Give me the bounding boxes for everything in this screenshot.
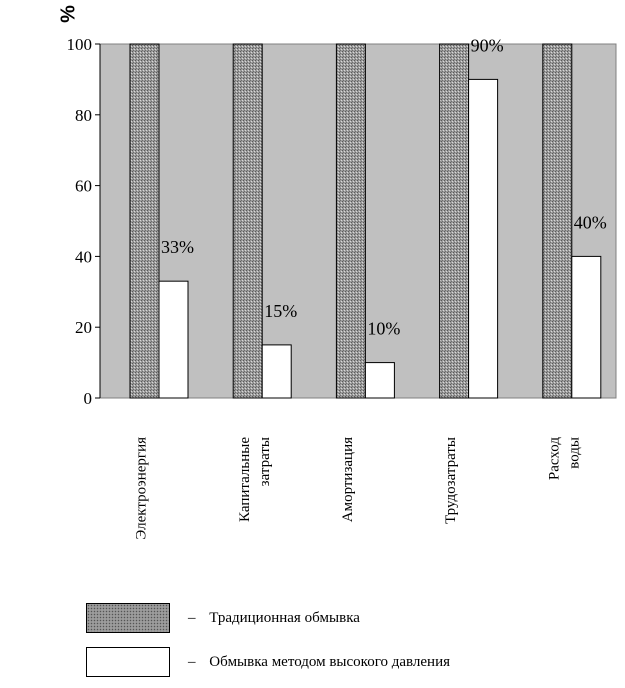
y-tick-label: 100 xyxy=(67,35,93,54)
y-tick-label: 0 xyxy=(84,389,93,408)
legend-text-high-pressure: Обмывка методом высокого давления xyxy=(209,653,450,670)
legend-swatch-traditional xyxy=(86,603,170,633)
legend-label-traditional: – Традиционная обмывка xyxy=(188,610,360,627)
y-tick-label: 20 xyxy=(75,318,92,337)
category-label: Трудозатраты xyxy=(443,437,459,524)
bar-high-pressure xyxy=(261,344,292,399)
legend-swatch-high-pressure xyxy=(86,647,170,677)
bar-traditional xyxy=(542,43,573,399)
data-label: 90% xyxy=(471,35,504,55)
category-label-line: Электроэнергия xyxy=(134,437,150,540)
chart: 0 20 40 60 80 100% 33% 15% 10% 90% 40% Электроэне… xyxy=(57,5,617,540)
bar-high-pressure xyxy=(468,78,499,399)
category-label: Расход воды xyxy=(546,437,582,480)
y-tick-label: 80 xyxy=(75,106,92,125)
y-axis-label: % xyxy=(57,5,79,23)
category-label-line: воды xyxy=(566,437,582,469)
bar-high-pressure xyxy=(364,362,395,399)
legend-text-traditional: Традиционная обмывка xyxy=(209,609,360,626)
bar-high-pressure xyxy=(571,255,602,399)
category-label: Электроэнергия xyxy=(134,437,150,540)
data-label: 10% xyxy=(367,319,400,339)
category-label-line: Расход xyxy=(546,437,562,480)
legend-item-high-pressure: – Обмывка методом высокого давления xyxy=(86,647,450,677)
legend-label-high-pressure: – Обмывка методом высокого давления xyxy=(188,654,450,671)
legend-dash: – xyxy=(188,609,196,626)
category-label: Капитальные затраты xyxy=(237,437,273,522)
legend-dash: – xyxy=(188,653,196,670)
bar-traditional xyxy=(335,43,366,399)
y-tick-label: 40 xyxy=(75,247,92,266)
bar-traditional xyxy=(129,43,160,399)
legend-item-traditional: – Традиционная обмывка xyxy=(86,603,360,633)
category-label: Амортизация xyxy=(340,437,356,522)
category-label-line: затраты xyxy=(257,437,273,486)
category-label-line: Капитальные xyxy=(237,437,253,522)
data-label: 40% xyxy=(574,212,607,232)
bar-traditional xyxy=(232,43,263,399)
y-tick-label: 60 xyxy=(75,177,92,196)
bar-high-pressure xyxy=(158,280,189,399)
data-label: 33% xyxy=(161,237,194,257)
data-label: 15% xyxy=(264,301,297,321)
bar-traditional xyxy=(439,43,470,399)
category-label-line: Трудозатраты xyxy=(443,437,459,524)
category-label-line: Амортизация xyxy=(340,437,356,522)
